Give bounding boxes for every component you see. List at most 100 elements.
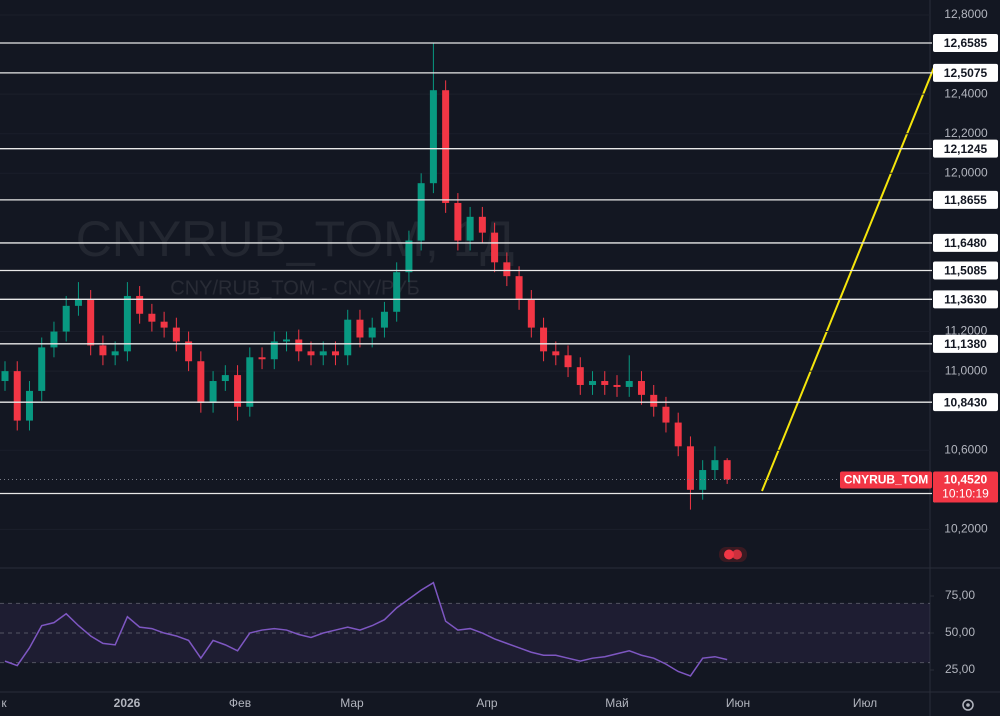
candle-body xyxy=(307,351,315,356)
candle-body xyxy=(650,394,658,407)
candle-body xyxy=(258,357,266,360)
level-label: 12,6585 xyxy=(944,36,988,50)
candle-body xyxy=(515,276,523,300)
candle-body xyxy=(62,305,70,332)
level-label-box xyxy=(933,233,998,252)
countdown-label: 10:10:19 xyxy=(942,487,989,501)
candle-body xyxy=(331,351,339,356)
y-tick-label: 11,0000 xyxy=(945,363,988,377)
candle-body xyxy=(711,460,719,471)
candle-body xyxy=(74,299,82,306)
candle-body xyxy=(197,361,205,403)
symbol-label-box xyxy=(840,471,932,489)
y-tick-label: 12,0000 xyxy=(944,165,988,179)
candle-body xyxy=(613,384,621,387)
candle-body xyxy=(1,371,9,382)
level-label-box xyxy=(933,290,998,309)
level-label-box xyxy=(933,334,998,353)
watermark-title: CNYRUB_TOM, 1Д xyxy=(76,211,515,267)
candle-body xyxy=(564,355,572,368)
trend-line xyxy=(761,64,936,492)
candle-body xyxy=(270,341,278,360)
level-label: 11,6480 xyxy=(944,236,987,250)
level-label: 11,1380 xyxy=(944,337,987,351)
x-tick-label: Июл xyxy=(853,696,877,710)
candle-body xyxy=(491,232,499,263)
candle-body xyxy=(699,470,707,490)
level-label-box xyxy=(933,139,998,158)
settings-icon[interactable] xyxy=(962,699,974,711)
candle-body xyxy=(319,351,327,356)
x-tick-label: 2026 xyxy=(114,696,141,710)
x-tick-label: Апр xyxy=(476,696,498,710)
candle-body xyxy=(148,313,156,322)
candle-body xyxy=(576,367,584,385)
y-tick-label: 75,00 xyxy=(945,588,975,602)
candle-body xyxy=(527,299,535,328)
candle-body xyxy=(50,331,58,348)
level-label: 11,5085 xyxy=(944,264,987,278)
candle-body xyxy=(589,381,597,385)
level-label: 11,3630 xyxy=(944,292,987,306)
candle-body xyxy=(662,406,670,423)
candle-body xyxy=(13,371,21,421)
candle-body xyxy=(417,183,425,241)
level-label: 11,8655 xyxy=(944,193,987,207)
level-label: 12,5075 xyxy=(944,66,988,80)
candle-body xyxy=(185,341,193,362)
y-tick-label: 12,8000 xyxy=(944,7,988,21)
candle-body xyxy=(454,202,462,241)
candle-body xyxy=(368,327,376,338)
candle-body xyxy=(221,375,229,382)
candle-body xyxy=(442,90,450,203)
candle-body xyxy=(601,381,609,385)
candle-body xyxy=(111,351,119,356)
y-tick-label: 50,00 xyxy=(945,625,975,639)
level-label-box xyxy=(933,393,998,412)
candle-body xyxy=(674,422,682,447)
rsi-line xyxy=(4,581,728,677)
candle-body xyxy=(344,319,352,356)
alert-icon[interactable] xyxy=(719,547,747,562)
candle-body xyxy=(466,216,474,241)
candle-body xyxy=(625,381,633,387)
y-tick-label: 25,00 xyxy=(945,662,975,676)
last-price-box xyxy=(933,471,998,503)
level-label-box xyxy=(933,190,998,209)
plot-layer: 12,8000 12,4000 12,2000 12,0000 11,2000 11,00… xyxy=(0,7,998,710)
level-label: 12,1245 xyxy=(944,142,988,156)
candle-body xyxy=(478,216,486,233)
x-tick-label: к xyxy=(1,696,7,710)
y-tick-label: 10,2000 xyxy=(944,522,988,536)
level-label-box xyxy=(933,34,998,53)
candle-body xyxy=(393,272,401,312)
candle-body xyxy=(246,357,254,407)
candle-body xyxy=(380,311,388,328)
symbol-label: CNYRUB_TOM xyxy=(844,473,928,487)
level-label: 10,8430 xyxy=(944,395,988,409)
level-label-box xyxy=(933,261,998,280)
y-tick-label: 12,2000 xyxy=(944,126,988,140)
candle-body xyxy=(38,347,46,391)
candle-body xyxy=(295,339,303,352)
candle-body xyxy=(686,446,694,490)
y-tick-label: 11,2000 xyxy=(945,324,988,338)
candle-body xyxy=(87,299,95,346)
level-label-box xyxy=(933,63,998,82)
candle-body xyxy=(405,240,413,273)
candle-body xyxy=(540,327,548,352)
candle-body xyxy=(25,390,33,421)
candle-body xyxy=(172,327,180,342)
candle-body xyxy=(552,351,560,356)
y-tick-label: 10,6000 xyxy=(944,442,988,456)
last-price-label: 10,4520 xyxy=(944,473,988,487)
x-tick-label: Июн xyxy=(726,696,750,710)
x-tick-label: Мар xyxy=(340,696,364,710)
candle-body xyxy=(209,381,217,403)
candle-body xyxy=(637,381,645,395)
candle-body xyxy=(356,319,364,338)
candle-body xyxy=(99,345,107,356)
